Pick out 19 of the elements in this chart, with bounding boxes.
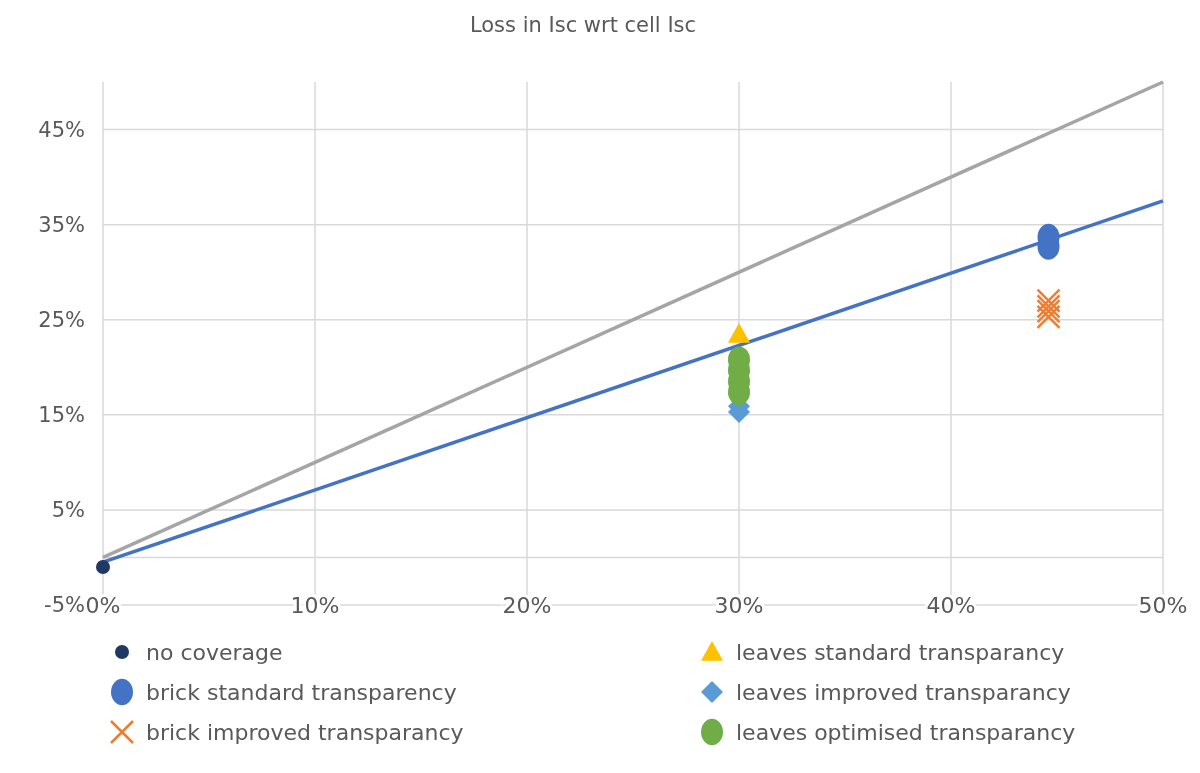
y-tick-label: 25% xyxy=(38,308,85,333)
legend-label: leaves standard transparancy xyxy=(736,639,1065,665)
y-tick-label: 35% xyxy=(38,212,85,237)
x-tick-label: 40% xyxy=(926,592,976,618)
legend-label: brick standard transparency xyxy=(146,679,457,705)
y-tick-label: 5% xyxy=(51,498,85,523)
y-tick-label: -5% xyxy=(44,593,85,618)
legend-label: leaves optimised transparancy xyxy=(736,719,1076,745)
x-tick-label: 50% xyxy=(1138,592,1188,618)
y-tick-label: 45% xyxy=(38,117,85,142)
x-tick-label: 20% xyxy=(502,592,552,618)
x-tick-label: 10% xyxy=(290,592,340,618)
legend-label: no coverage xyxy=(146,639,283,665)
x-tick-label: 0% xyxy=(85,592,121,618)
legend-label: brick improved transparancy xyxy=(146,719,464,745)
legend-label: leaves improved transparancy xyxy=(736,679,1071,705)
y-tick-label: 15% xyxy=(38,403,85,428)
chart-title: Loss in Isc wrt cell Isc xyxy=(469,13,697,37)
x-tick-label: 30% xyxy=(714,592,764,618)
